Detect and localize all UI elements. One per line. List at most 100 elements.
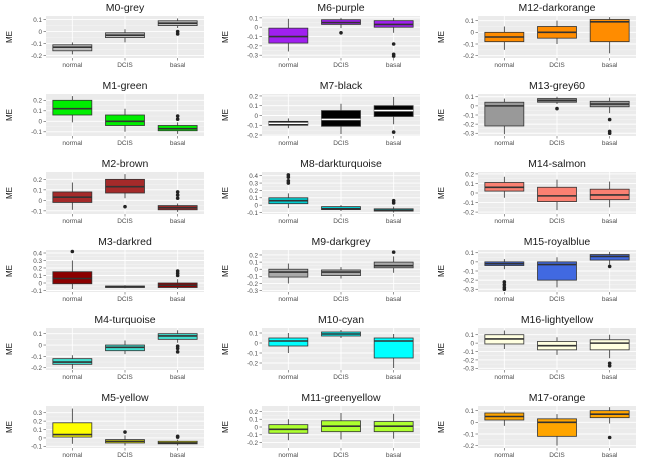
chart-panel: M16-lightyellow -0.3 -0.2-0.10 0.1 ME normal D…: [437, 314, 636, 381]
y-tick-label: 0.1: [465, 181, 474, 188]
y-tick-label: -0.2: [463, 357, 474, 364]
x-tick-label: basal: [602, 140, 618, 147]
x-tick-label: normal: [278, 374, 298, 381]
y-tick-label: -0.1: [31, 129, 42, 136]
x-tick-label: basal: [170, 452, 186, 459]
chart-panel: M2-brown -0.1 0 0.1 0.2 ME normal DCIS basal: [5, 158, 204, 225]
box-basal: [589, 181, 630, 208]
y-tick-label: -0.3: [463, 131, 474, 138]
y-tick-label: -0.1: [247, 123, 258, 130]
box-body: [373, 337, 414, 359]
chart-title: M5-yellow: [101, 392, 149, 404]
y-tick-label: 0: [254, 203, 258, 210]
box-normal: [52, 42, 93, 55]
x-tick-label: normal: [494, 296, 514, 303]
chart-title: M9-darkgrey: [312, 236, 372, 248]
chart-panel: M7-black -0.2 -0.1 0 0.1 0.2 ME normal DCIS basal: [221, 80, 420, 147]
y-tick-label: 0.2: [249, 188, 258, 195]
chart-panel: M9-darkgrey -0.3-0.2-0.100.10.2 ME normal DC…: [221, 236, 420, 303]
outlier-point: [502, 280, 507, 284]
y-tick-label: -0.2: [463, 53, 474, 60]
x-tick-label: normal: [494, 62, 514, 69]
x-tick-label: DCIS: [549, 140, 565, 147]
chart-title: M14-salmon: [528, 158, 586, 170]
chart-panel: M17-orange -0.2 -0.1 0 0.1 ME normal DCIS basal: [437, 392, 636, 459]
box-basal: [373, 96, 414, 134]
y-tick-label: 0: [470, 341, 474, 348]
box-normal: [52, 249, 93, 289]
box-DCIS: [105, 108, 145, 132]
outlier-point: [175, 269, 180, 273]
box-DCIS: [105, 285, 145, 289]
y-tick-label: 0.1: [33, 187, 42, 194]
y-tick-label: 0.1: [33, 331, 42, 338]
chart-panel: M0-grey -0.2 -0.1 0 0.1 ME normal DCIS basal: [5, 2, 204, 69]
box-DCIS: [537, 337, 577, 355]
box-normal: [484, 98, 525, 135]
y-axis-label: ME: [221, 265, 230, 277]
outlier-point: [70, 249, 75, 254]
outlier-point: [175, 196, 180, 201]
outlier-point: [607, 117, 612, 122]
x-tick-label: normal: [494, 218, 514, 225]
box-body: [537, 261, 577, 281]
chart-title: M4-turquoise: [94, 314, 155, 326]
y-tick-label: -0.2: [463, 209, 474, 216]
box-normal: [52, 96, 93, 123]
box-basal: [589, 334, 630, 368]
chart-title: M11-greenyellow: [301, 392, 381, 404]
outlier-point: [286, 173, 291, 177]
y-tick-label: 0: [38, 280, 42, 287]
chart-panel: M13-grey60 -0.3 -0.2 -0.1 0 0.1 ME normal DCIS ba…: [437, 80, 636, 147]
x-tick-label: DCIS: [117, 218, 133, 225]
y-tick-label: 0.2: [33, 419, 42, 426]
x-tick-label: normal: [278, 62, 298, 69]
y-tick-label: -0.1: [463, 431, 474, 438]
y-tick-label: 0.1: [465, 94, 474, 101]
y-tick-label: 0: [254, 424, 258, 431]
chart-panel: M1-green -0.1 0 0.1 0.2 ME normal DCIS basal: [5, 80, 204, 147]
y-tick-label: 0.1: [465, 18, 474, 25]
x-tick-label: basal: [170, 62, 186, 69]
x-tick-label: DCIS: [333, 140, 349, 147]
y-tick-label: 0.2: [33, 98, 42, 105]
box-body: [268, 27, 309, 44]
box-basal: [373, 250, 414, 273]
y-axis-label: ME: [5, 421, 14, 433]
y-tick-label: -0.3: [463, 366, 474, 373]
y-tick-label: -0.1: [247, 274, 258, 281]
y-tick-label: -0.1: [31, 444, 42, 451]
y-tick-label: -0.1: [31, 288, 42, 295]
x-tick-label: basal: [386, 140, 402, 147]
outlier-point: [607, 364, 612, 368]
chart-title: M8-darkturquoise: [300, 158, 382, 170]
y-tick-label: -0.1: [463, 268, 474, 275]
chart-panel: M10-cyan -0.2 -0.1 0 0.1 ME normal DCIS basal: [221, 314, 420, 381]
box-basal: [373, 198, 414, 213]
x-tick-label: DCIS: [117, 374, 133, 381]
box-DCIS: [537, 96, 577, 111]
box-DCIS: [105, 29, 145, 43]
chart-title: M1-green: [103, 80, 148, 92]
y-tick-label: -0.1: [463, 41, 474, 48]
x-tick-label: DCIS: [549, 452, 565, 459]
y-tick-label: -0.1: [31, 208, 42, 215]
outlier-point: [555, 106, 559, 111]
y-tick-label: 0.1: [249, 417, 258, 424]
y-tick-label: -0.1: [463, 349, 474, 356]
chart-panel: M12-darkorange -0.2 -0.1 0 0.1 ME normal DCIS ba…: [437, 2, 636, 69]
y-tick-label: -0.3: [463, 287, 474, 294]
y-tick-label: -0.1: [31, 354, 42, 361]
x-tick-label: basal: [386, 374, 402, 381]
box-basal: [589, 97, 630, 136]
y-tick-label: 0: [38, 342, 42, 349]
y-tick-label: 0: [38, 29, 42, 36]
chart-title: M17-orange: [529, 392, 586, 404]
y-axis-label: ME: [437, 343, 446, 355]
box-basal: [157, 114, 198, 134]
chart-panel: M14-salmon -0.2 -0.1 0 0.1 0.2 ME normal DCIS bas…: [437, 158, 636, 225]
x-tick-label: normal: [62, 452, 82, 459]
box-DCIS: [321, 205, 361, 212]
y-tick-label: 0.2: [33, 177, 42, 184]
